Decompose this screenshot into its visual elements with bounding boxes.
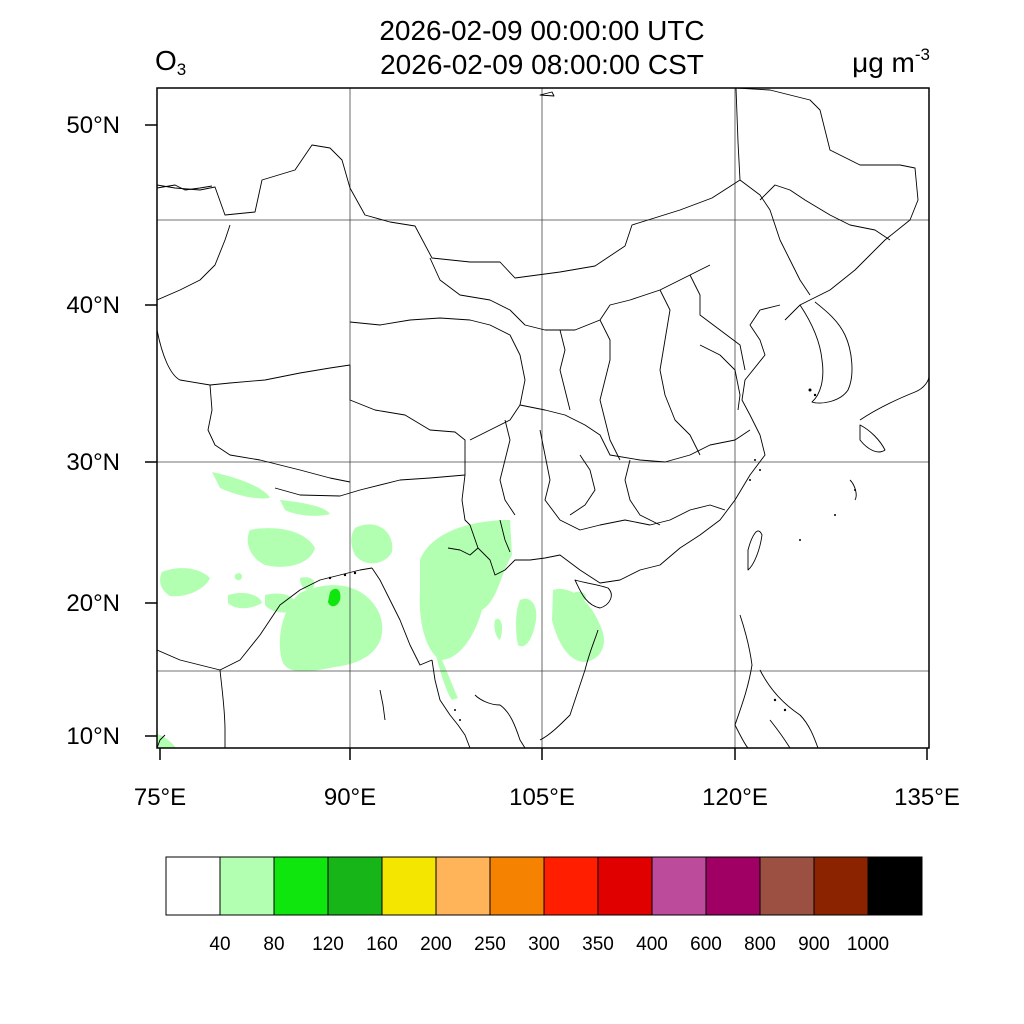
species-base: O <box>155 45 177 76</box>
colorbar-swatch <box>597 856 653 916</box>
units-superscript: -3 <box>914 45 930 64</box>
ozone-fill-40-80 <box>157 472 605 748</box>
colorbar-swatch <box>705 856 761 916</box>
colorbar-swatch <box>165 856 221 916</box>
tick-marks <box>145 124 928 760</box>
species-subscript: 3 <box>176 60 187 79</box>
colorbar-swatch <box>651 856 707 916</box>
map-title-utc: 2026-02-09 00:00:00 UTC <box>379 15 705 46</box>
boundary-lines <box>157 88 929 748</box>
colorbar-swatch <box>381 856 437 916</box>
map-area <box>157 88 929 748</box>
map-title-cst: 2026-02-09 08:00:00 CST <box>380 49 704 80</box>
colorbar-swatch <box>813 856 869 916</box>
units-label: μg m-3 <box>852 45 930 79</box>
lat-label-10n: 10°N <box>66 723 120 750</box>
colorbar-label: 160 <box>366 934 398 955</box>
lon-label-90e: 90°E <box>324 784 376 811</box>
units-base: μg m <box>852 47 915 78</box>
lat-label-50n: 50°N <box>66 112 120 139</box>
lon-label-75e: 75°E <box>134 784 186 811</box>
colorbar-label: 1000 <box>847 934 889 955</box>
lon-label-135e: 135°E <box>894 784 960 811</box>
colorbar-swatch <box>759 856 815 916</box>
colorbar-label: 120 <box>312 934 344 955</box>
colorbar-swatch <box>219 856 275 916</box>
lon-label-105e: 105°E <box>509 784 575 811</box>
colorbar-label: 350 <box>582 934 614 955</box>
ozone-fill-80-120 <box>328 588 341 607</box>
colorbar-label: 200 <box>420 934 452 955</box>
colorbar: 40 80 120 160 200 250 300 350 400 600 800 900 1000 <box>165 856 923 955</box>
lon-label-120e: 120°E <box>702 784 768 811</box>
colorbar-swatch <box>867 856 923 916</box>
colorbar-label: 80 <box>263 934 284 955</box>
map-frame <box>156 87 930 749</box>
colorbar-label: 400 <box>636 934 668 955</box>
colorbar-swatch <box>273 856 329 916</box>
colorbar-label: 600 <box>690 934 722 955</box>
colorbar-label: 300 <box>528 934 560 955</box>
colorbar-swatch <box>435 856 491 916</box>
colorbar-label: 900 <box>798 934 830 955</box>
colorbar-label: 800 <box>744 934 776 955</box>
lat-label-20n: 20°N <box>66 590 120 617</box>
graticule <box>157 88 929 748</box>
colorbar-swatch <box>489 856 545 916</box>
colorbar-label: 40 <box>209 934 230 955</box>
lat-label-40n: 40°N <box>66 292 120 319</box>
coast-specks <box>328 388 856 721</box>
colorbar-label: 250 <box>474 934 506 955</box>
lat-label-30n: 30°N <box>66 449 120 476</box>
colorbar-swatch <box>327 856 383 916</box>
colorbar-swatch <box>543 856 599 916</box>
species-label: O3 <box>155 45 186 80</box>
